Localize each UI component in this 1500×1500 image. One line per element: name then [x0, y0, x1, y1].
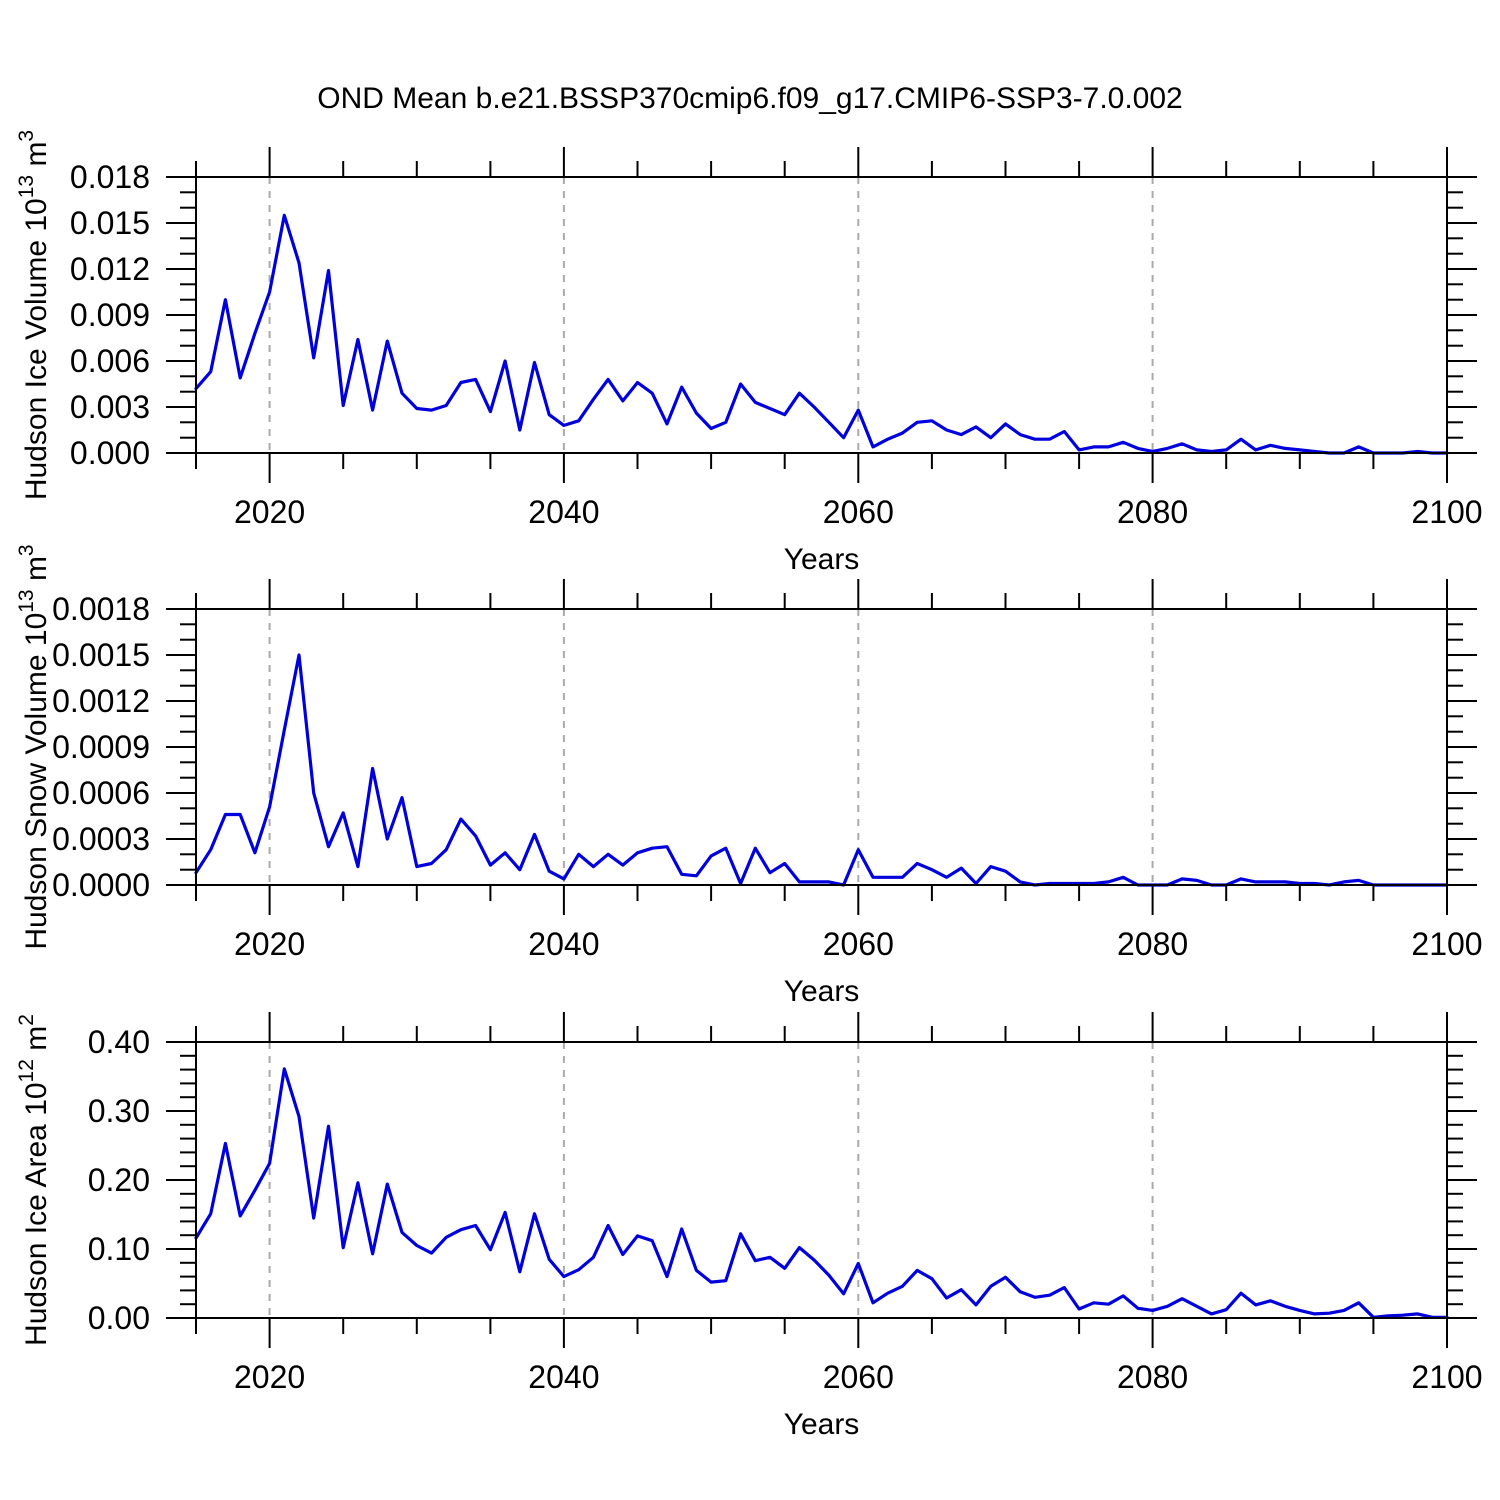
x-axis-label: Years — [784, 543, 860, 576]
x-tick-label: 2020 — [234, 1359, 305, 1395]
data-line — [194, 1067, 1449, 1319]
data-line — [194, 653, 1449, 887]
plot-frame — [195, 176, 1448, 454]
y-axis-label: Hudson Ice Volume 1013 m3 — [15, 130, 53, 500]
x-tick-label: 2060 — [823, 926, 894, 962]
plot-frame — [195, 1041, 1448, 1319]
y-tick-label: 0.009 — [70, 297, 150, 333]
y-tick-label: 0.10 — [88, 1231, 150, 1267]
x-tick-label: 2040 — [528, 494, 599, 530]
panel-hudson-snow-volume: 2020 2040 2060 2080 2100 0.0000 0.0003 0.0006 0.… — [15, 544, 1483, 1008]
chart-title: OND Mean b.e21.BSSP370cmip6.f09_g17.CMIP… — [317, 82, 1183, 115]
y-tick-label: 0.40 — [88, 1024, 150, 1060]
x-tick-label: 2020 — [234, 494, 305, 530]
y-tick-label: 0.0012 — [52, 683, 150, 719]
y-tick-label: 0.0015 — [52, 637, 150, 673]
data-line — [194, 213, 1449, 455]
x-tick-label: 2100 — [1411, 494, 1482, 530]
y-tick-label: 0.0003 — [52, 821, 150, 857]
y-tick-label: 0.0018 — [52, 591, 150, 627]
y-tick-label: 0.20 — [88, 1162, 150, 1198]
x-tick-label: 2060 — [823, 494, 894, 530]
y-axis-label: Hudson Ice Area 1012 m2 — [15, 1014, 53, 1346]
x-tick-label: 2080 — [1117, 1359, 1188, 1395]
y-axis-label: Hudson Snow Volume 1013 m3 — [15, 544, 53, 949]
x-tick-label: 2080 — [1117, 494, 1188, 530]
y-tick-label: 0.00 — [88, 1300, 150, 1336]
x-tick-label: 2060 — [823, 1359, 894, 1395]
x-tick-label: 2040 — [528, 926, 599, 962]
y-tick-label: 0.0006 — [52, 775, 150, 811]
x-tick-label: 2100 — [1411, 1359, 1482, 1395]
y-tick-label: 0.015 — [70, 205, 150, 241]
x-axis-label: Years — [784, 1408, 860, 1441]
panel-hudson-ice-volume: 2020 2040 2060 2080 2100 0.000 0.003 0.006 0.009… — [15, 130, 1483, 576]
y-tick-label: 0.006 — [70, 343, 150, 379]
panel-hudson-ice-area: 2020 2040 2060 2080 2100 0.00 0.10 0.20 0.30 0.40… — [15, 1012, 1483, 1441]
x-axis-label: Years — [784, 975, 860, 1008]
plot-frame — [195, 608, 1448, 886]
y-tick-label: 0.012 — [70, 251, 150, 287]
y-tick-label: 0.30 — [88, 1093, 150, 1129]
y-tick-label: 0.0000 — [52, 867, 150, 903]
y-tick-label: 0.003 — [70, 389, 150, 425]
x-tick-label: 2020 — [234, 926, 305, 962]
y-tick-label: 0.018 — [70, 159, 150, 195]
y-tick-label: 0.000 — [70, 435, 150, 471]
y-tick-label: 0.0009 — [52, 729, 150, 765]
x-tick-label: 2040 — [528, 1359, 599, 1395]
x-tick-label: 2080 — [1117, 926, 1188, 962]
x-tick-label: 2100 — [1411, 926, 1482, 962]
